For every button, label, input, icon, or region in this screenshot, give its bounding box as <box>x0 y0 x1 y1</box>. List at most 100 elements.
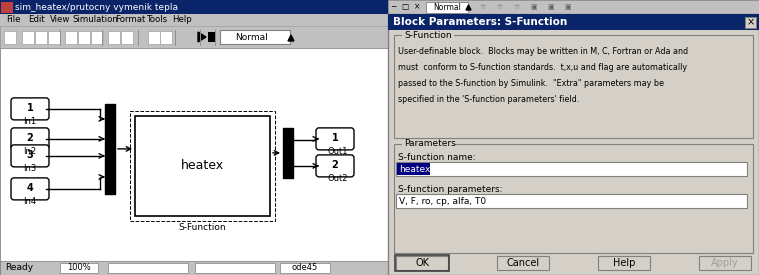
Text: Ready: Ready <box>5 263 33 273</box>
Text: S-function name:: S-function name: <box>398 153 476 163</box>
Text: File: File <box>6 15 20 24</box>
Text: ×: × <box>414 2 420 12</box>
Text: specified in the 'S-function parameters' field.: specified in the 'S-function parameters'… <box>398 95 579 103</box>
FancyBboxPatch shape <box>598 256 650 270</box>
Polygon shape <box>466 5 471 10</box>
FancyBboxPatch shape <box>396 256 448 270</box>
Text: ☆: ☆ <box>480 4 486 10</box>
Text: □: □ <box>402 2 408 12</box>
Bar <box>394 35 753 138</box>
Bar <box>160 31 172 44</box>
FancyBboxPatch shape <box>699 256 751 270</box>
Text: Out2: Out2 <box>328 174 348 183</box>
Bar <box>745 17 756 28</box>
Bar <box>1 2 13 13</box>
Bar <box>388 14 759 30</box>
Bar <box>394 144 753 253</box>
Bar <box>0 26 388 48</box>
Bar <box>388 0 759 14</box>
Text: ☆: ☆ <box>514 4 520 10</box>
Bar <box>91 31 103 44</box>
Bar <box>195 263 275 273</box>
Text: Edit: Edit <box>28 15 45 24</box>
Text: 2: 2 <box>27 133 33 143</box>
Text: 100%: 100% <box>67 263 91 273</box>
Bar <box>135 116 270 216</box>
Text: must  conform to S-function standards.  t,x,u and flag are automatically: must conform to S-function standards. t,… <box>398 62 687 72</box>
Text: 1: 1 <box>27 103 33 113</box>
Bar <box>426 2 468 13</box>
Polygon shape <box>198 32 206 42</box>
Text: heatex: heatex <box>181 160 224 172</box>
Bar <box>208 32 216 42</box>
Bar <box>0 48 388 261</box>
Text: Block Parameters: S-Function: Block Parameters: S-Function <box>393 17 567 27</box>
Bar <box>4 31 16 44</box>
FancyBboxPatch shape <box>11 178 49 200</box>
Text: Format: Format <box>115 15 146 24</box>
Bar <box>0 0 388 14</box>
Text: sim_heatex/prutocny vymenik tepla: sim_heatex/prutocny vymenik tepla <box>15 2 178 12</box>
Bar <box>396 194 747 208</box>
Bar <box>105 104 115 194</box>
Text: User-definable block.  Blocks may be written in M, C, Fortran or Ada and: User-definable block. Blocks may be writ… <box>398 46 688 56</box>
Bar <box>493 2 506 12</box>
Bar <box>22 31 34 44</box>
Bar <box>476 2 489 12</box>
FancyBboxPatch shape <box>11 98 49 120</box>
Bar <box>283 128 293 178</box>
FancyBboxPatch shape <box>11 145 49 167</box>
Text: In2: In2 <box>24 147 36 156</box>
FancyBboxPatch shape <box>316 155 354 177</box>
Bar <box>48 31 60 44</box>
Text: Simulation: Simulation <box>72 15 118 24</box>
Bar <box>121 31 133 44</box>
Text: Help: Help <box>613 258 635 268</box>
Text: OK: OK <box>415 258 429 268</box>
Bar <box>402 140 454 148</box>
Text: S-function parameters:: S-function parameters: <box>398 186 502 194</box>
Text: View: View <box>50 15 71 24</box>
Bar <box>108 31 120 44</box>
Bar <box>397 163 430 175</box>
Text: ▣: ▣ <box>565 4 572 10</box>
Bar <box>510 2 523 12</box>
FancyBboxPatch shape <box>11 128 49 150</box>
Text: Tools: Tools <box>147 15 168 24</box>
Text: Help: Help <box>172 15 192 24</box>
Text: In4: In4 <box>24 197 36 207</box>
Text: ▣: ▣ <box>531 4 537 10</box>
Text: Out1: Out1 <box>328 147 348 156</box>
Text: heatex: heatex <box>399 164 430 174</box>
Text: S-Function: S-Function <box>404 31 452 40</box>
Bar <box>0 0 388 275</box>
FancyBboxPatch shape <box>316 128 354 150</box>
FancyBboxPatch shape <box>497 256 549 270</box>
Bar <box>561 2 574 12</box>
Bar <box>527 2 540 12</box>
Text: In1: In1 <box>24 117 36 126</box>
Bar <box>78 31 90 44</box>
Text: Apply: Apply <box>711 258 739 268</box>
Text: Parameters: Parameters <box>404 139 455 149</box>
Text: Normal: Normal <box>235 32 269 42</box>
Bar <box>0 14 388 26</box>
Bar <box>60 263 98 273</box>
Bar <box>388 14 759 275</box>
Bar <box>108 263 188 273</box>
Bar <box>130 111 275 221</box>
Text: 3: 3 <box>27 150 33 160</box>
Bar <box>35 31 47 44</box>
Text: ×: × <box>746 17 754 27</box>
Text: V, F, ro, cp, alfa, T0: V, F, ro, cp, alfa, T0 <box>399 197 486 205</box>
Bar <box>402 31 454 39</box>
Bar <box>396 162 747 176</box>
Text: S-Function: S-Function <box>178 223 226 232</box>
Bar <box>280 263 330 273</box>
Bar <box>65 31 77 44</box>
Text: 2: 2 <box>332 160 339 170</box>
Text: passed to the S-function by Simulink.  "Extra" parameters may be: passed to the S-function by Simulink. "E… <box>398 78 664 87</box>
Text: In3: In3 <box>24 164 36 174</box>
Text: ▣: ▣ <box>548 4 554 10</box>
Text: Normal: Normal <box>433 2 461 12</box>
